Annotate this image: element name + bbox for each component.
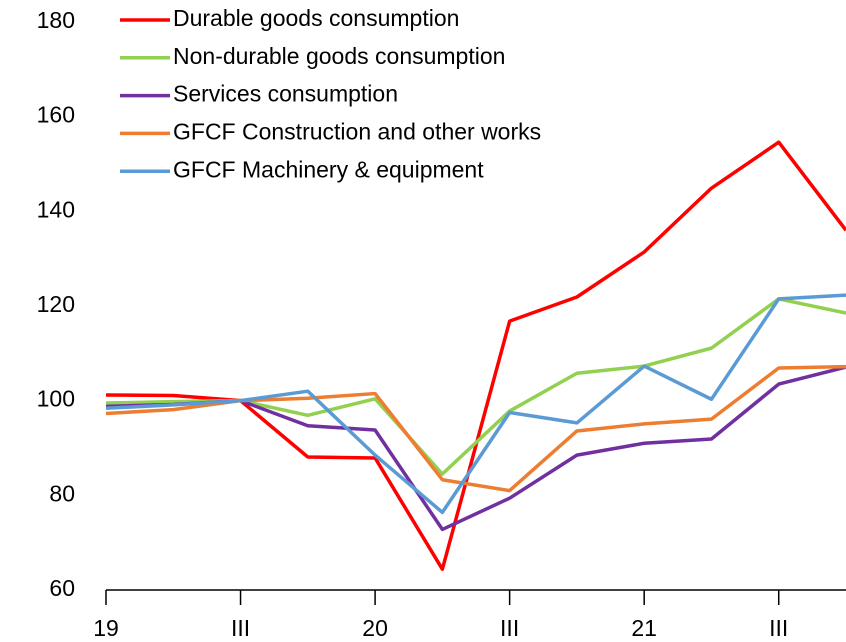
y-tick-label: 80 <box>49 480 75 506</box>
x-tick-label: 20 <box>362 615 388 641</box>
legend-label: Services consumption <box>173 81 398 107</box>
legend-label: GFCF Machinery & equipment <box>173 156 484 182</box>
y-tick-label: 60 <box>49 575 75 601</box>
x-tick-label: III <box>231 615 250 641</box>
y-tick-label: 140 <box>37 196 75 222</box>
legend-label: Durable goods consumption <box>173 5 459 31</box>
y-tick-label: 100 <box>37 386 75 412</box>
x-tick-label: 19 <box>93 615 119 641</box>
y-tick-label: 160 <box>37 102 75 128</box>
x-tick-label: III <box>769 615 788 641</box>
legend-label: GFCF Construction and other works <box>173 118 541 144</box>
x-tick-label: 21 <box>631 615 657 641</box>
legend-label: Non-durable goods consumption <box>173 43 505 69</box>
series-line <box>105 140 846 571</box>
series-line <box>105 364 846 493</box>
series-line <box>105 293 846 515</box>
x-tick-label: III <box>500 615 519 641</box>
y-tick-label: 180 <box>37 7 75 33</box>
y-tick-label: 120 <box>37 291 75 317</box>
